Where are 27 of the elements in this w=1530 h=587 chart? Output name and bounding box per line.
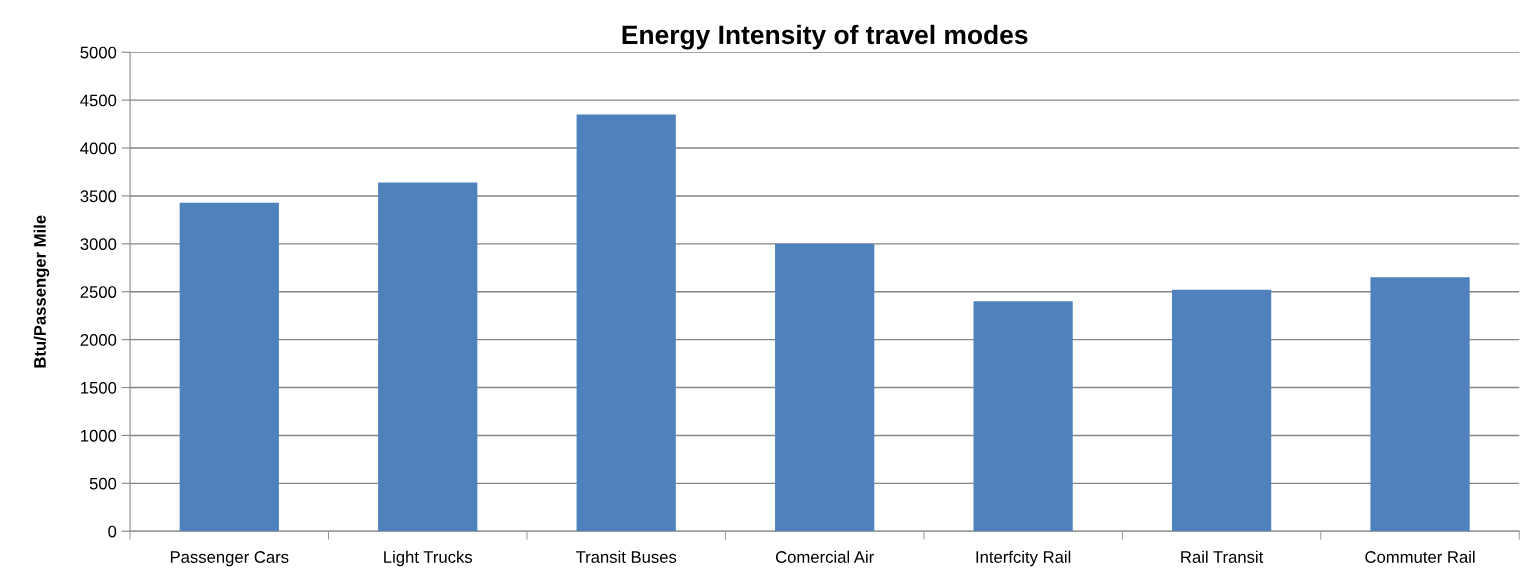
y-tick-label: 4500 [80, 94, 117, 107]
x-tick-label: Interfcity Rail [976, 550, 1071, 567]
bar [179, 202, 279, 532]
y-tick-label: 1500 [81, 381, 117, 394]
y-tick-label: 3000 [80, 238, 117, 251]
y-tick-label: 4000 [80, 142, 117, 155]
y-tick-label: 2500 [80, 286, 117, 298]
bar [1171, 289, 1272, 532]
chart-title: Energy Intensity of travel modes [622, 24, 1028, 50]
bar [775, 243, 875, 532]
x-tick-label: Comercial Air [775, 550, 874, 563]
y-tick-label: 3500 [80, 190, 117, 203]
y-tick-label: 0 [108, 525, 117, 538]
y-tick-label: 5000 [80, 46, 117, 59]
bar [378, 182, 478, 532]
bar [576, 114, 676, 532]
x-tick-label: Transit Buses [575, 550, 677, 563]
y-tick-label: 2000 [80, 334, 117, 346]
y-tick-label: 1000 [81, 429, 117, 442]
bar [1370, 277, 1470, 532]
x-tick-label: Passenger Cars [170, 551, 289, 567]
x-tick-label: Rail Transit [1181, 550, 1264, 563]
bar [973, 301, 1073, 532]
y-axis-title: Btu/Passenger Mile [33, 215, 50, 368]
y-tick-label: 500 [89, 477, 117, 490]
x-tick-label: Commuter Rail [1365, 550, 1475, 563]
x-tick-label: Light Trucks [384, 550, 473, 567]
